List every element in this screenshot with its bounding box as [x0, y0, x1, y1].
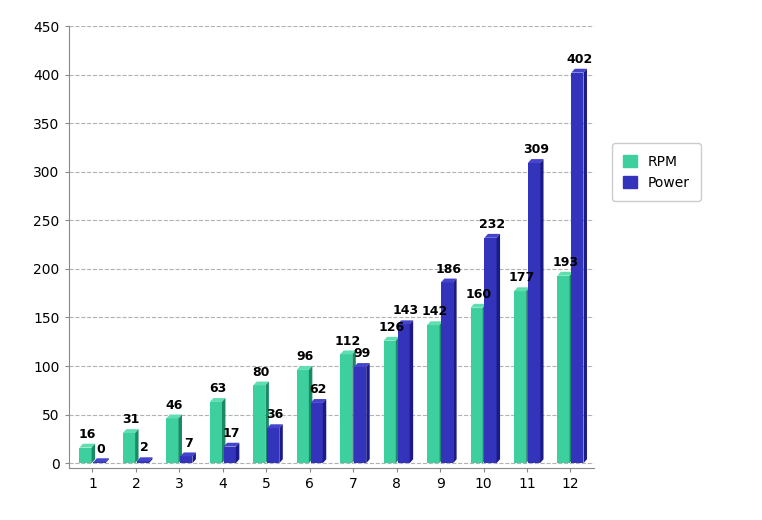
Text: 16: 16 — [78, 428, 96, 441]
Text: 80: 80 — [252, 366, 270, 379]
Text: 142: 142 — [421, 305, 448, 318]
Text: 112: 112 — [335, 334, 361, 347]
Text: 0: 0 — [97, 444, 106, 457]
Polygon shape — [311, 399, 326, 403]
Polygon shape — [149, 457, 152, 463]
Polygon shape — [210, 402, 222, 463]
Polygon shape — [398, 320, 413, 324]
Polygon shape — [470, 304, 486, 308]
Polygon shape — [135, 429, 139, 463]
Polygon shape — [398, 324, 410, 463]
Polygon shape — [439, 321, 443, 463]
Text: 36: 36 — [267, 408, 283, 421]
Polygon shape — [514, 288, 530, 291]
Polygon shape — [253, 385, 265, 463]
Polygon shape — [354, 367, 367, 463]
Text: 63: 63 — [209, 382, 226, 395]
Polygon shape — [105, 458, 109, 463]
Polygon shape — [584, 69, 587, 463]
Polygon shape — [296, 370, 309, 463]
Text: 17: 17 — [223, 427, 240, 440]
Polygon shape — [280, 424, 283, 463]
Polygon shape — [253, 382, 269, 385]
Polygon shape — [569, 272, 573, 463]
Polygon shape — [528, 163, 540, 463]
Text: 309: 309 — [523, 143, 549, 156]
Text: 177: 177 — [509, 271, 535, 284]
Text: 143: 143 — [392, 304, 418, 317]
Text: 160: 160 — [466, 288, 491, 301]
Text: 126: 126 — [379, 321, 405, 334]
Polygon shape — [137, 461, 149, 463]
Polygon shape — [91, 444, 95, 463]
Polygon shape — [558, 276, 569, 463]
Text: 96: 96 — [296, 350, 313, 363]
Polygon shape — [354, 363, 370, 367]
Polygon shape — [383, 341, 395, 463]
Polygon shape — [572, 73, 584, 463]
Text: 2: 2 — [140, 441, 149, 454]
Polygon shape — [267, 424, 283, 428]
Polygon shape — [497, 234, 500, 463]
Text: 62: 62 — [309, 383, 327, 396]
Polygon shape — [340, 354, 352, 463]
Polygon shape — [410, 320, 413, 463]
Polygon shape — [79, 448, 91, 463]
Polygon shape — [383, 337, 399, 341]
Polygon shape — [296, 366, 312, 370]
Polygon shape — [441, 279, 456, 282]
Polygon shape — [572, 69, 587, 73]
Legend: RPM, Power: RPM, Power — [612, 144, 701, 201]
Polygon shape — [309, 366, 312, 463]
Polygon shape — [137, 457, 152, 461]
Text: 99: 99 — [354, 347, 370, 360]
Polygon shape — [514, 291, 526, 463]
Polygon shape — [427, 325, 439, 463]
Polygon shape — [178, 414, 182, 463]
Polygon shape — [558, 272, 573, 276]
Polygon shape — [224, 447, 236, 463]
Polygon shape — [94, 458, 109, 462]
Polygon shape — [340, 350, 356, 354]
Text: 46: 46 — [165, 399, 183, 412]
Polygon shape — [485, 234, 500, 238]
Polygon shape — [123, 433, 135, 463]
Polygon shape — [166, 414, 182, 419]
Polygon shape — [323, 399, 326, 463]
Polygon shape — [222, 398, 226, 463]
Text: 402: 402 — [566, 53, 592, 66]
Polygon shape — [236, 443, 239, 463]
Polygon shape — [79, 444, 95, 448]
Polygon shape — [352, 350, 356, 463]
Polygon shape — [311, 403, 323, 463]
Polygon shape — [441, 282, 453, 463]
Polygon shape — [181, 452, 196, 457]
Polygon shape — [267, 428, 280, 463]
Polygon shape — [395, 337, 399, 463]
Polygon shape — [94, 462, 105, 463]
Text: 31: 31 — [122, 413, 139, 426]
Polygon shape — [123, 429, 139, 433]
Text: 232: 232 — [479, 218, 505, 231]
Polygon shape — [470, 308, 482, 463]
Polygon shape — [367, 363, 370, 463]
Polygon shape — [166, 419, 178, 463]
Text: 7: 7 — [184, 437, 193, 450]
Polygon shape — [210, 398, 226, 402]
Polygon shape — [427, 321, 443, 325]
Text: 193: 193 — [552, 256, 578, 269]
Polygon shape — [528, 159, 543, 163]
Polygon shape — [540, 159, 543, 463]
Polygon shape — [453, 279, 456, 463]
Polygon shape — [181, 457, 193, 463]
Polygon shape — [526, 288, 530, 463]
Polygon shape — [485, 238, 497, 463]
Text: 186: 186 — [436, 263, 462, 276]
Polygon shape — [193, 452, 196, 463]
Polygon shape — [265, 382, 269, 463]
Polygon shape — [224, 443, 239, 447]
Polygon shape — [482, 304, 486, 463]
